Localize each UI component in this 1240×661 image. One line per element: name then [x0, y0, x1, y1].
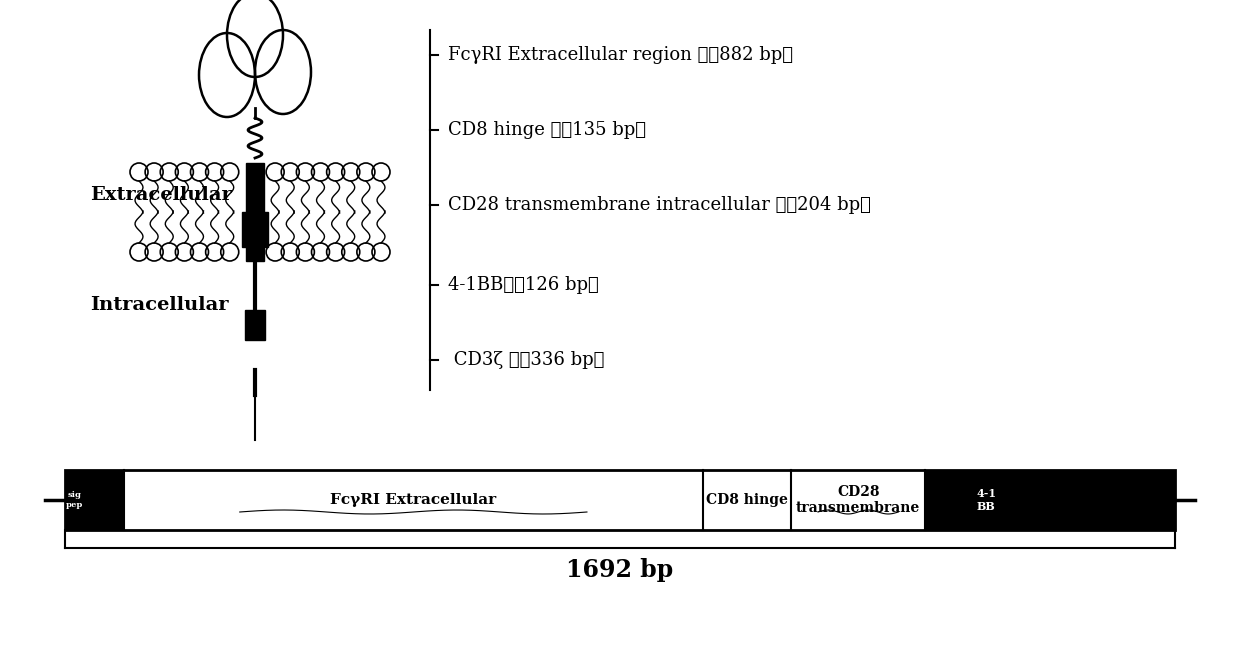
- Bar: [246, 163, 264, 261]
- Bar: [925, 470, 965, 530]
- Text: CD3ζ 　（336 bp）: CD3ζ （336 bp）: [448, 351, 604, 369]
- Text: CD8 hinge 　（135 bp）: CD8 hinge （135 bp）: [448, 121, 646, 139]
- Bar: [1008, 470, 1176, 530]
- Bar: [64, 470, 1176, 530]
- Text: CD8 hinge: CD8 hinge: [706, 493, 787, 507]
- Text: 1692 bp: 1692 bp: [567, 558, 673, 582]
- Text: CD28 transmembrane intracellular 　（204 bp）: CD28 transmembrane intracellular （204 bp…: [448, 196, 870, 214]
- Bar: [242, 212, 268, 247]
- Bar: [84, 470, 124, 530]
- Text: Intracellular: Intracellular: [91, 296, 228, 314]
- Text: FcγRI Extracellular: FcγRI Extracellular: [330, 493, 496, 507]
- Bar: [965, 470, 1008, 530]
- Bar: [64, 470, 84, 530]
- Text: Extracellular: Extracellular: [91, 186, 232, 204]
- Text: 4-1BB　（126 bp）: 4-1BB （126 bp）: [448, 276, 599, 294]
- Bar: [246, 310, 265, 340]
- Text: FcγRI Extracellular region 　（882 bp）: FcγRI Extracellular region （882 bp）: [448, 46, 794, 64]
- Bar: [124, 470, 703, 530]
- Text: CD28
transmembrane: CD28 transmembrane: [796, 485, 920, 515]
- Text: 4-1
BB: 4-1 BB: [976, 488, 996, 512]
- Text: sig
pep: sig pep: [66, 491, 83, 508]
- Bar: [791, 470, 925, 530]
- Bar: [703, 470, 791, 530]
